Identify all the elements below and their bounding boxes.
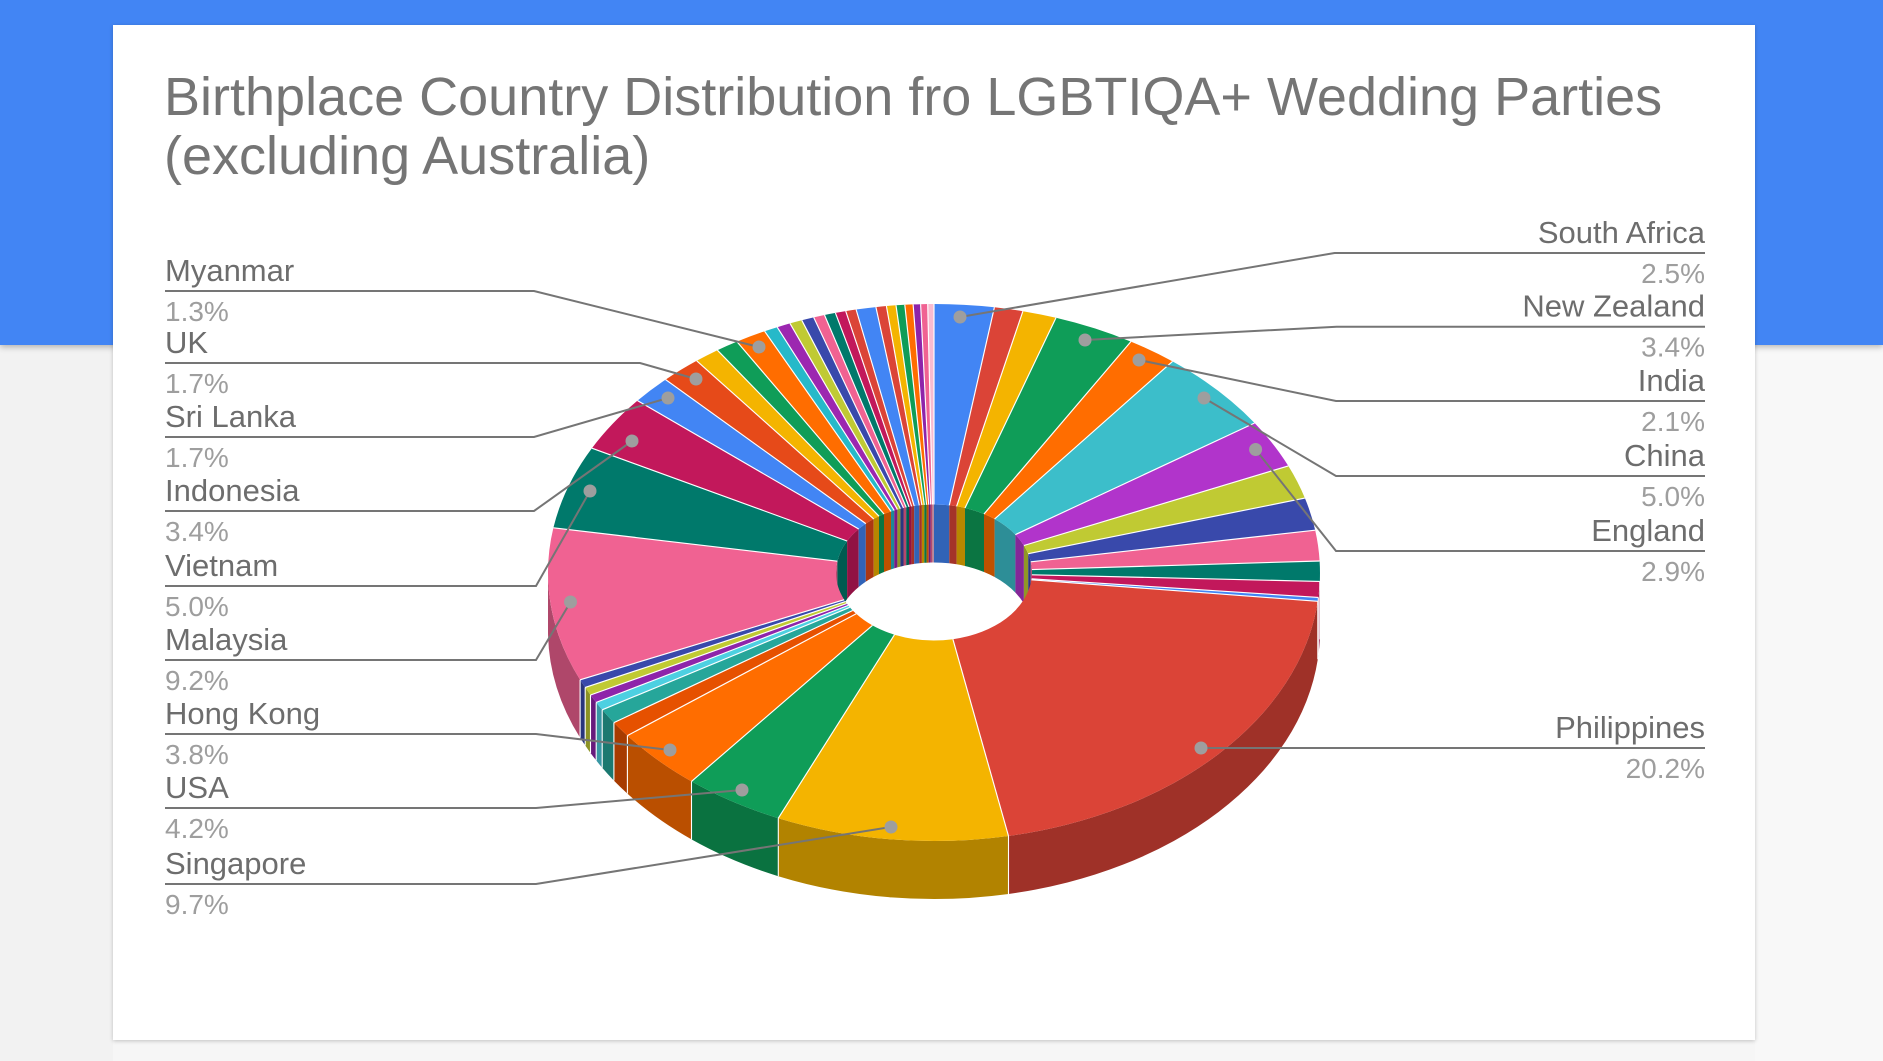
svg-text:5.0%: 5.0% [1641, 481, 1705, 512]
svg-text:2.5%: 2.5% [1641, 258, 1705, 289]
svg-text:3.8%: 3.8% [165, 739, 229, 770]
svg-text:3.4%: 3.4% [165, 516, 229, 547]
svg-text:China: China [1624, 438, 1706, 473]
svg-text:4.2%: 4.2% [165, 813, 229, 844]
svg-text:New Zealand: New Zealand [1522, 289, 1705, 324]
svg-text:USA: USA [165, 770, 229, 805]
svg-text:2.9%: 2.9% [1641, 556, 1705, 587]
svg-text:1.7%: 1.7% [165, 368, 229, 399]
svg-text:Indonesia: Indonesia [165, 473, 300, 508]
svg-text:1.3%: 1.3% [165, 296, 229, 327]
svg-text:5.0%: 5.0% [165, 591, 229, 622]
svg-text:Sri Lanka: Sri Lanka [165, 399, 297, 434]
svg-text:Vietnam: Vietnam [165, 548, 278, 583]
svg-text:Malaysia: Malaysia [165, 622, 288, 657]
svg-text:2.1%: 2.1% [1641, 406, 1705, 437]
svg-text:Singapore: Singapore [165, 846, 306, 881]
svg-text:3.4%: 3.4% [1641, 332, 1705, 363]
svg-text:1.7%: 1.7% [165, 442, 229, 473]
svg-text:England: England [1591, 513, 1705, 548]
svg-text:Birthplace Country Distributio: Birthplace Country Distribution fro LGBT… [164, 67, 1662, 127]
svg-text:Hong Kong: Hong Kong [165, 696, 320, 731]
svg-text:Myanmar: Myanmar [165, 253, 294, 288]
svg-text:India: India [1638, 363, 1706, 398]
svg-text:South Africa: South Africa [1538, 215, 1706, 250]
svg-text:Philippines: Philippines [1555, 710, 1705, 745]
svg-text:(excluding Australia): (excluding Australia) [164, 126, 650, 186]
svg-text:9.7%: 9.7% [165, 889, 229, 920]
svg-text:UK: UK [165, 325, 208, 360]
svg-text:9.2%: 9.2% [165, 665, 229, 696]
svg-text:20.2%: 20.2% [1626, 753, 1705, 784]
